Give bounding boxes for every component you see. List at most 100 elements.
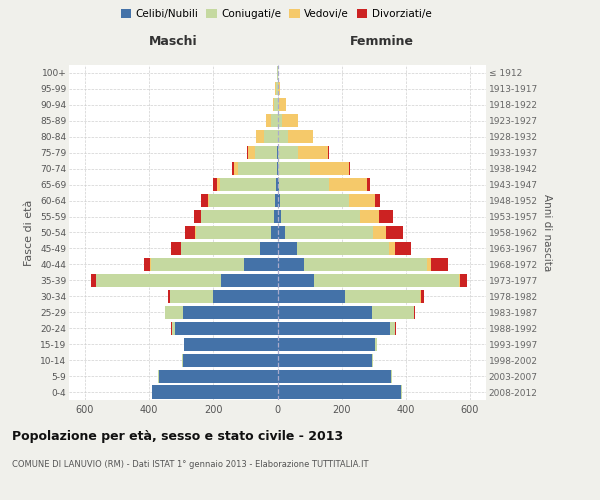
Bar	[232, 162, 233, 175]
Bar	[171, 242, 181, 255]
Bar	[277, 370, 391, 382]
Bar	[281, 210, 360, 223]
Bar	[414, 306, 415, 319]
Bar	[277, 242, 298, 255]
Bar	[271, 114, 277, 128]
Bar	[214, 290, 277, 303]
Bar	[277, 338, 376, 350]
Text: Femmine: Femmine	[350, 35, 414, 48]
Bar	[165, 306, 183, 319]
Bar	[277, 226, 284, 239]
Bar	[395, 242, 411, 255]
Bar	[195, 226, 196, 239]
Bar	[275, 82, 276, 96]
Bar	[238, 162, 277, 175]
Bar	[274, 210, 277, 223]
Bar	[391, 370, 392, 382]
Bar	[278, 146, 298, 160]
Bar	[373, 226, 386, 239]
Bar	[277, 258, 304, 271]
Bar	[279, 178, 329, 191]
Bar	[274, 98, 277, 112]
Bar	[184, 338, 277, 350]
Bar	[200, 210, 202, 223]
Bar	[459, 274, 460, 287]
Bar	[214, 178, 217, 191]
Bar	[221, 274, 277, 287]
Bar	[395, 322, 396, 335]
Bar	[374, 194, 380, 207]
Bar	[158, 370, 159, 382]
Bar	[277, 98, 279, 112]
Bar	[169, 290, 170, 303]
Bar	[256, 130, 264, 143]
Bar	[310, 162, 349, 175]
Bar	[233, 162, 238, 175]
Bar	[420, 290, 421, 303]
Y-axis label: Fasce di età: Fasce di età	[25, 200, 34, 266]
Bar	[159, 370, 277, 382]
Bar	[386, 226, 403, 239]
Bar	[379, 210, 393, 223]
Bar	[278, 162, 310, 175]
Bar	[201, 194, 208, 207]
Bar	[277, 194, 280, 207]
Y-axis label: Anni di nascita: Anni di nascita	[542, 194, 552, 271]
Bar	[277, 162, 278, 175]
Bar	[345, 290, 420, 303]
Bar	[277, 306, 372, 319]
Bar	[277, 290, 345, 303]
Bar	[283, 114, 298, 128]
Bar	[202, 210, 274, 223]
Bar	[182, 354, 183, 366]
Bar	[284, 226, 373, 239]
Bar	[248, 146, 255, 160]
Bar	[220, 178, 276, 191]
Bar	[209, 194, 275, 207]
Bar	[277, 82, 278, 96]
Bar	[314, 274, 459, 287]
Bar	[277, 210, 281, 223]
Legend: Celibi/Nubili, Coniugati/e, Vedovi/e, Divorziati/e: Celibi/Nubili, Coniugati/e, Vedovi/e, Di…	[116, 5, 436, 24]
Bar	[175, 322, 277, 335]
Bar	[275, 194, 277, 207]
Bar	[183, 354, 277, 366]
Bar	[328, 146, 329, 160]
Bar	[271, 226, 277, 239]
Text: Maschi: Maschi	[149, 35, 197, 48]
Bar	[349, 162, 350, 175]
Bar	[279, 98, 286, 112]
Bar	[367, 178, 370, 191]
Bar	[277, 274, 314, 287]
Bar	[164, 306, 165, 319]
Bar	[151, 258, 244, 271]
Bar	[276, 178, 277, 191]
Bar	[152, 386, 277, 398]
Bar	[360, 210, 379, 223]
Bar	[277, 130, 288, 143]
Bar	[277, 322, 390, 335]
Text: COMUNE DI LANUVIO (RM) - Dati ISTAT 1° gennaio 2013 - Elaborazione TUTTITALIA.IT: COMUNE DI LANUVIO (RM) - Dati ISTAT 1° g…	[12, 460, 368, 469]
Bar	[181, 242, 260, 255]
Bar	[278, 82, 280, 96]
Bar	[280, 194, 349, 207]
Bar	[390, 322, 395, 335]
Text: Popolazione per età, sesso e stato civile - 2013: Popolazione per età, sesso e stato civil…	[12, 430, 343, 443]
Bar	[194, 210, 200, 223]
Bar	[276, 82, 277, 96]
Bar	[431, 258, 448, 271]
Bar	[427, 258, 431, 271]
Bar	[172, 322, 175, 335]
Bar	[329, 178, 367, 191]
Bar	[170, 290, 214, 303]
Bar	[196, 226, 271, 239]
Bar	[277, 354, 372, 366]
Bar	[264, 130, 277, 143]
Bar	[298, 146, 328, 160]
Bar	[460, 274, 467, 287]
Bar	[247, 146, 248, 160]
Bar	[349, 194, 374, 207]
Bar	[91, 274, 96, 287]
Bar	[217, 178, 220, 191]
Bar	[389, 242, 395, 255]
